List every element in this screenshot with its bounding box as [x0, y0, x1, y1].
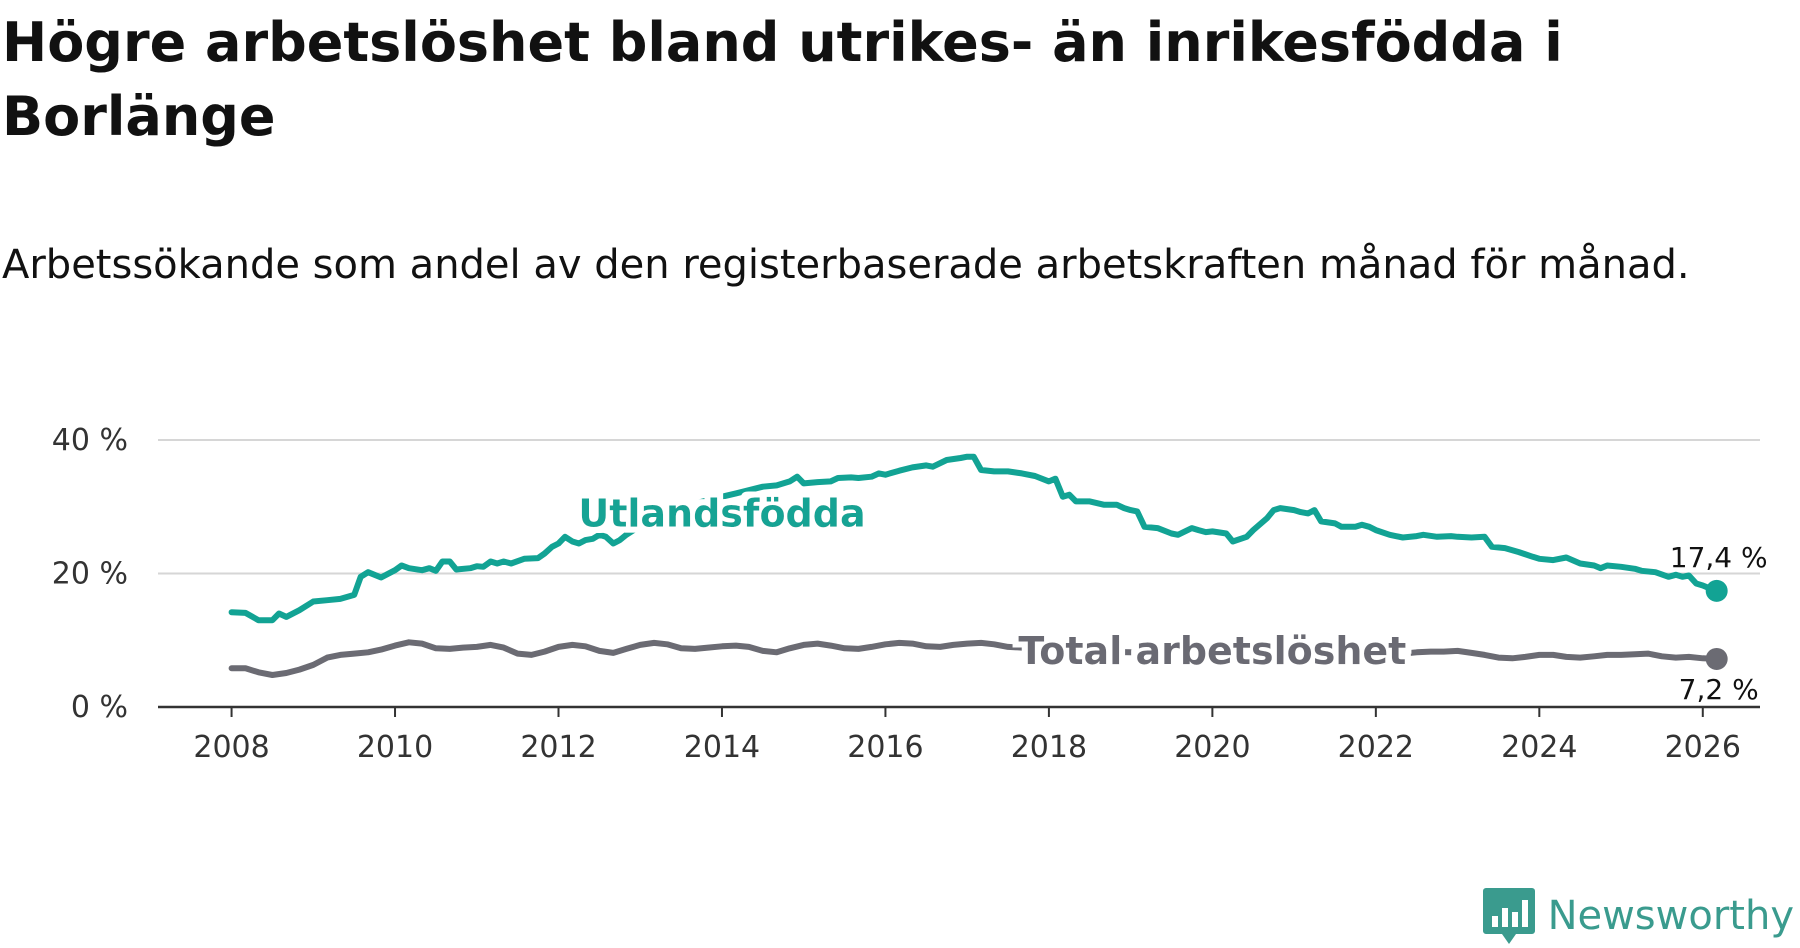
y-tick-label: 20 %: [52, 557, 128, 592]
gridlines: [158, 439, 1760, 575]
x-tick-label: 2016: [847, 730, 923, 765]
y-tick-label: 0 %: [71, 690, 128, 725]
chart-title: Högre arbetslöshet bland utrikes- än inr…: [2, 11, 1563, 148]
newsworthy-logo: Newsworthy: [1482, 886, 1794, 946]
series-name-label: Total arbetslöshet: [1018, 629, 1406, 673]
x-tick-label: 2024: [1501, 730, 1577, 765]
x-tick-label: 2020: [1174, 730, 1250, 765]
axes: 0 % 20 % 40 % 2008 2010 2012 2014 2016 2018 2020 2…: [52, 423, 1760, 765]
x-tick-label: 2012: [520, 730, 596, 765]
x-tick-label: 2026: [1665, 730, 1741, 765]
x-tick-label: 2022: [1338, 730, 1414, 765]
x-tick-label: 2018: [1011, 730, 1087, 765]
series-labels: 17,4 % 7,2 % Utlandsfödda Total arbetslöshe…: [578, 491, 1767, 706]
bar-chart-speech-icon: [1482, 888, 1535, 944]
x-tick-label: 2010: [357, 730, 433, 765]
series-lines: [228, 453, 1728, 678]
series-line-total: [228, 639, 1720, 678]
series-end-marker: [1705, 647, 1728, 670]
y-tick-label: 40 %: [52, 423, 128, 458]
series-name-label: Utlandsfödda: [578, 491, 865, 535]
chart-subtitle: Arbetssökande som andel av den registerb…: [2, 242, 1690, 288]
series-end-label: 17,4 %: [1670, 541, 1768, 574]
series-line-utlandsfodda: [228, 453, 1720, 624]
brand-name: Newsworthy: [1547, 893, 1794, 939]
x-tick-label: 2008: [193, 730, 269, 765]
series-end-marker: [1705, 579, 1728, 602]
x-tick-label: 2014: [684, 730, 760, 765]
series-end-label: 7,2 %: [1679, 673, 1759, 706]
